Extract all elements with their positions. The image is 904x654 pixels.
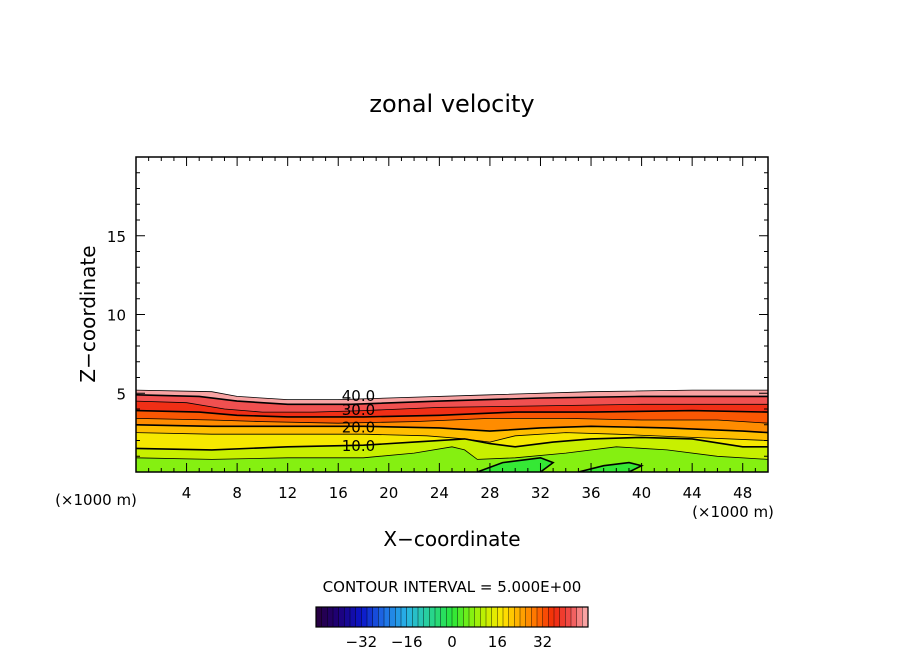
colorbar-tick-label: 32 (533, 633, 552, 651)
cell-fill (477, 457, 554, 472)
contour-line (136, 418, 768, 424)
colorbar-cell (321, 606, 328, 628)
contour-field (136, 157, 768, 472)
x-axis-label: X−coordinate (383, 527, 520, 551)
contour-line (136, 424, 768, 434)
colorbar-cell (548, 606, 555, 628)
x-tick-label: 12 (278, 484, 297, 502)
colorbar-cell (474, 606, 481, 628)
colorbar-cell (570, 606, 578, 628)
colorbar-cell (485, 606, 493, 628)
contour-line (136, 446, 768, 460)
contour-line (136, 436, 768, 451)
contour-label: 30.0 (342, 401, 375, 419)
colorbar-cell (327, 606, 334, 628)
contour-labels: 40.030.020.010.0 (342, 387, 375, 455)
contour-line (136, 409, 768, 418)
colorbar-cell (423, 606, 430, 628)
contour-label: 40.0 (342, 387, 375, 405)
colorbar-cell (429, 606, 436, 628)
contour-label: 20.0 (342, 418, 375, 436)
colorbar-cell (553, 606, 561, 628)
y-axis-label: Z−coordinate (76, 245, 100, 382)
colorbar-cell (559, 606, 566, 628)
y-tick-label: 10 (107, 307, 126, 325)
filled-contours (136, 157, 768, 472)
colorbar-cell (514, 606, 521, 628)
colorbar-cell (508, 606, 515, 628)
contour-lines (136, 389, 768, 472)
y-tick-label: 5 (116, 385, 126, 403)
x-tick-label: 32 (531, 484, 550, 502)
colorbar-cell (389, 606, 396, 628)
x-tick-label: 44 (683, 484, 702, 502)
colorbar-cell (502, 606, 510, 628)
x-unit-right: (×1000 m) (692, 503, 774, 521)
colorbar-cell (361, 606, 368, 628)
colorbar-cell (480, 606, 487, 628)
x-tick-label: 24 (430, 484, 449, 502)
cell-fill (578, 462, 642, 472)
x-tick-label: 4 (182, 484, 192, 502)
colorbar-cell (434, 606, 442, 628)
contour-line (578, 461, 644, 472)
contour-line (136, 394, 768, 406)
colorbar-tick-label: −16 (391, 633, 423, 651)
colorbar-cell (400, 606, 408, 628)
contour-interval-note: CONTOUR INTERVAL = 5.000E+00 (323, 578, 582, 596)
colorbar-tick-label: −32 (346, 633, 378, 651)
colorbar-cell (440, 606, 447, 628)
colorbar-cell (344, 606, 351, 628)
contour-line (136, 389, 768, 400)
colorbar-cell (355, 606, 362, 628)
colorbar-tick-label: 16 (488, 633, 507, 651)
colorbar-cell (417, 606, 425, 628)
colorbar-cell (536, 606, 544, 628)
colorbar-cell (531, 606, 538, 628)
colorbar-cell (525, 606, 532, 628)
colorbar-cell (349, 606, 357, 628)
x-tick-label: 28 (480, 484, 499, 502)
colorbar-cell (383, 606, 391, 628)
colorbar-cell (446, 606, 453, 628)
colorbar-cell (378, 606, 385, 628)
colorbar-cell (576, 606, 583, 628)
colorbar-cell (519, 606, 527, 628)
colorbar-cell (366, 606, 374, 628)
x-tick-label: 40 (632, 484, 651, 502)
colorbar-cell (491, 606, 498, 628)
y-tick-label: 15 (107, 228, 126, 246)
colorbar-cell (451, 606, 459, 628)
colorbar-cell (395, 606, 402, 628)
colorbar-cell (406, 606, 413, 628)
colorbar-cell (468, 606, 476, 628)
x-unit-left: (×1000 m) (55, 491, 137, 509)
colorbar-cell (332, 606, 340, 628)
colorbar-cell (338, 606, 345, 628)
x-tick-label: 48 (733, 484, 752, 502)
x-tick-label: 36 (581, 484, 600, 502)
colorbar-tick-label: 0 (447, 633, 457, 651)
colorbar-cell (497, 606, 504, 628)
x-tick-label: 16 (329, 484, 348, 502)
colorbar-cell (412, 606, 419, 628)
x-tick-label: 20 (379, 484, 398, 502)
colorbar: −32 −16 0 16 32 (315, 606, 589, 651)
contour-label: 10.0 (342, 437, 375, 455)
colorbar-cell (372, 606, 379, 628)
contour-line (477, 456, 555, 472)
colorbar-cell (315, 606, 323, 628)
colorbar-cell (542, 606, 549, 628)
colorbar-cell (565, 606, 572, 628)
x-tick-label: 8 (232, 484, 242, 502)
colorbar-frame (315, 606, 589, 628)
colorbar-cell (457, 606, 464, 628)
chart-title: zonal velocity (369, 90, 534, 118)
colorbar-cell (463, 606, 470, 628)
contour-line (136, 400, 768, 413)
